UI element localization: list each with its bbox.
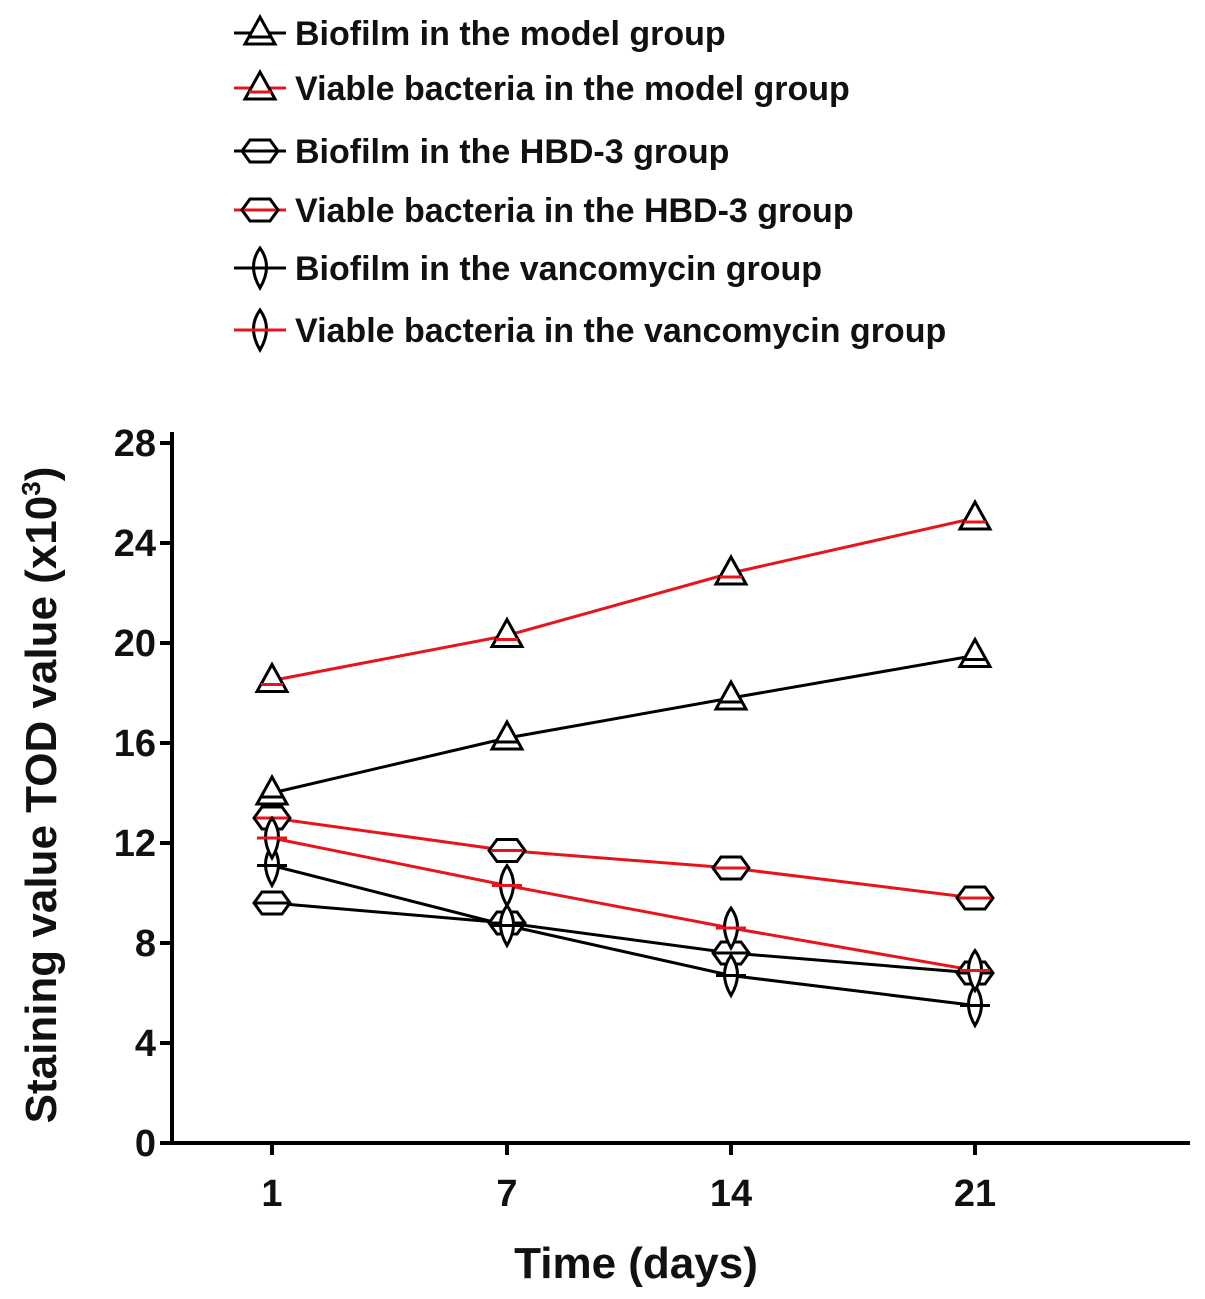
legend-label: Biofilm in the HBD-3 group — [295, 133, 729, 171]
y-ticks: 0 4 8 12 16 20 24 28 — [114, 423, 172, 1165]
data-point-0-1 — [489, 718, 525, 751]
y-tick-label: 0 — [135, 1123, 156, 1165]
legend-item: Viable bacteria in the model group — [234, 68, 850, 108]
x-ticks: 1 7 14 21 — [261, 1143, 996, 1215]
x-tick-label: 21 — [954, 1173, 996, 1215]
y-tick-label: 24 — [114, 523, 156, 565]
data-point-0-3 — [957, 636, 993, 668]
legend-marker — [245, 245, 275, 291]
y-tick-label: 20 — [114, 623, 156, 665]
data-point-4-0 — [257, 842, 287, 889]
x-tick-label: 1 — [261, 1173, 282, 1215]
data-point-3-3 — [955, 885, 995, 911]
data-point-1-3 — [957, 498, 993, 531]
data-point-5-0 — [257, 815, 287, 861]
data-point-3-2 — [711, 855, 751, 881]
data-point-0-2 — [713, 678, 749, 711]
legend-item: Biofilm in the model group — [234, 13, 726, 53]
series-line-4 — [271, 864, 976, 1007]
legend-marker — [242, 68, 278, 101]
legend-marker — [242, 13, 278, 46]
y-axis-title-main: Staining value TOD value (x10 — [17, 496, 66, 1124]
legend-label: Viable bacteria in the vancomycin group — [295, 312, 946, 350]
legend-label: Viable bacteria in the HBD-3 group — [295, 192, 854, 230]
y-tick-label: 4 — [135, 1023, 156, 1065]
data-point-4-3 — [960, 982, 990, 1029]
legend-marker — [240, 197, 280, 223]
data-point-1-1 — [489, 616, 525, 648]
plot-area: 0 4 8 12 16 20 24 28 1 7 14 21 — [114, 423, 1190, 1215]
y-tick-label: 16 — [114, 723, 156, 765]
legend-label: Biofilm in the vancomycin group — [295, 250, 822, 288]
legend: Biofilm in the model group Viable bacteri… — [234, 13, 946, 353]
data-point-5-3 — [960, 947, 990, 994]
series-line-2 — [271, 901, 976, 975]
legend-label: Biofilm in the model group — [295, 15, 726, 53]
legend-item: Viable bacteria in the vancomycin group — [234, 307, 946, 353]
data-point-5-2 — [716, 905, 746, 951]
x-axis-title: Time (days) — [514, 1239, 758, 1288]
data-point-0-3-shape — [957, 636, 993, 668]
legend-label: Viable bacteria in the model group — [295, 70, 850, 108]
legend-item: Biofilm in the vancomycin group — [234, 245, 822, 291]
series-line-5 — [271, 836, 976, 972]
data-point-0-0 — [254, 773, 290, 806]
data-point-5-1 — [492, 862, 522, 909]
y-tick-label: 28 — [114, 423, 156, 465]
data-point-2-0 — [252, 890, 292, 916]
legend-item: Biofilm in the HBD-3 group — [234, 133, 729, 171]
data-point-1-0 — [254, 661, 290, 693]
series-line-0 — [271, 654, 976, 795]
series-lines — [271, 516, 976, 1007]
x-tick-label: 14 — [710, 1173, 752, 1215]
data-point-1-2 — [713, 553, 749, 586]
legend-marker-shape — [242, 68, 278, 101]
data-point-4-2 — [716, 952, 746, 999]
legend-marker — [240, 138, 280, 164]
x-tick-label: 7 — [496, 1173, 517, 1215]
y-tick-label: 12 — [114, 823, 156, 865]
y-axis-title-close: ) — [17, 467, 66, 482]
series-line-3 — [271, 816, 976, 900]
legend-item: Viable bacteria in the HBD-3 group — [234, 192, 854, 230]
legend-marker-shape — [242, 13, 278, 46]
series-line-1 — [271, 516, 976, 682]
y-tick-label: 8 — [135, 923, 156, 965]
legend-marker — [245, 307, 275, 353]
data-point-4-1 — [492, 902, 522, 949]
data-point-1-3-shape — [957, 498, 993, 531]
y-axis-title-superscript: 3 — [16, 481, 46, 495]
y-axis-title: Staining value TOD value (x103) — [16, 467, 66, 1124]
series-markers — [252, 498, 995, 1029]
data-point-3-1 — [487, 838, 527, 863]
